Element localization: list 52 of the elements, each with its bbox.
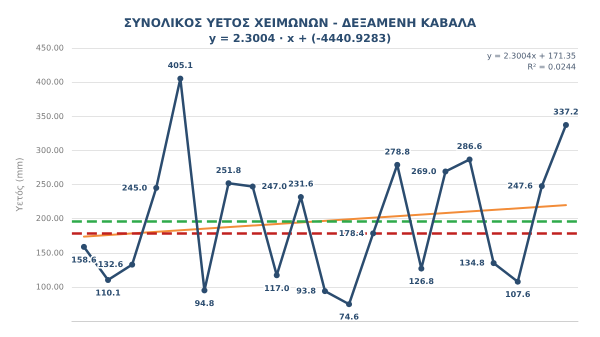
- annotation: y = 2.3004x + 171.35: [486, 52, 576, 60]
- point: [538, 183, 545, 190]
- data-label: 93.8: [296, 286, 316, 296]
- point: [129, 262, 136, 268]
- data-label: 247.6: [508, 182, 534, 191]
- data-label: 247.0: [262, 182, 288, 192]
- data-label: 231.6: [288, 180, 314, 189]
- data-label: 132.6: [98, 260, 124, 270]
- y-tick-label: 400.00: [36, 78, 64, 87]
- point: [274, 272, 280, 278]
- data-label: 278.8: [384, 147, 410, 156]
- point: [562, 122, 569, 128]
- point: [201, 287, 208, 294]
- point: [226, 180, 232, 186]
- point: [80, 244, 87, 250]
- data-label: 107.6: [505, 290, 531, 300]
- data-label: 337.2: [553, 107, 579, 116]
- chart-subtitle: y = 2.3004 · x + (-4440.9283): [208, 32, 392, 45]
- data-label: 269.0: [411, 167, 437, 176]
- data-label: 245.0: [122, 183, 148, 192]
- point: [466, 156, 473, 163]
- data-label: 405.1: [168, 61, 194, 70]
- data-label: 117.0: [264, 284, 290, 293]
- y-tick-label: 150.00: [36, 248, 64, 258]
- data-label: 94.8: [194, 298, 215, 308]
- point: [394, 162, 400, 168]
- data-label: 110.1: [95, 288, 122, 298]
- point: [153, 184, 160, 191]
- point: [105, 276, 112, 283]
- data-label: 126.8: [408, 277, 434, 286]
- chart-title: ΣΥΝΟΛΙΚΟΣ ΥΕΤΟΣ ΧΕΙΜΩΝΩΝ - ΔΕΞΑΜΕΝΗ ΚΑΒΑΛΑ: [124, 16, 477, 30]
- y-tick-label: 350.00: [36, 112, 64, 121]
- point: [442, 168, 448, 175]
- annotation: R² = 0.0244: [527, 62, 576, 72]
- point: [346, 301, 352, 308]
- data-label: 251.8: [216, 166, 242, 175]
- y-tick-label: 100.00: [36, 282, 64, 292]
- point: [514, 278, 521, 285]
- data-label: 286.6: [456, 142, 483, 152]
- point: [322, 288, 328, 294]
- y-tick-label: 200.00: [36, 214, 64, 224]
- point: [490, 260, 497, 266]
- point: [177, 76, 184, 82]
- point: [418, 266, 424, 272]
- point: [370, 230, 376, 236]
- y-axis-title: Υετός (mm): [14, 158, 26, 212]
- y-tick-label: 250.00: [36, 180, 64, 189]
- y-tick-label: 450.00: [36, 44, 64, 52]
- data-label: 74.6: [339, 312, 360, 322]
- point: [250, 184, 256, 190]
- data-label: 134.8: [459, 258, 486, 268]
- y-tick-label: 300.00: [36, 146, 64, 155]
